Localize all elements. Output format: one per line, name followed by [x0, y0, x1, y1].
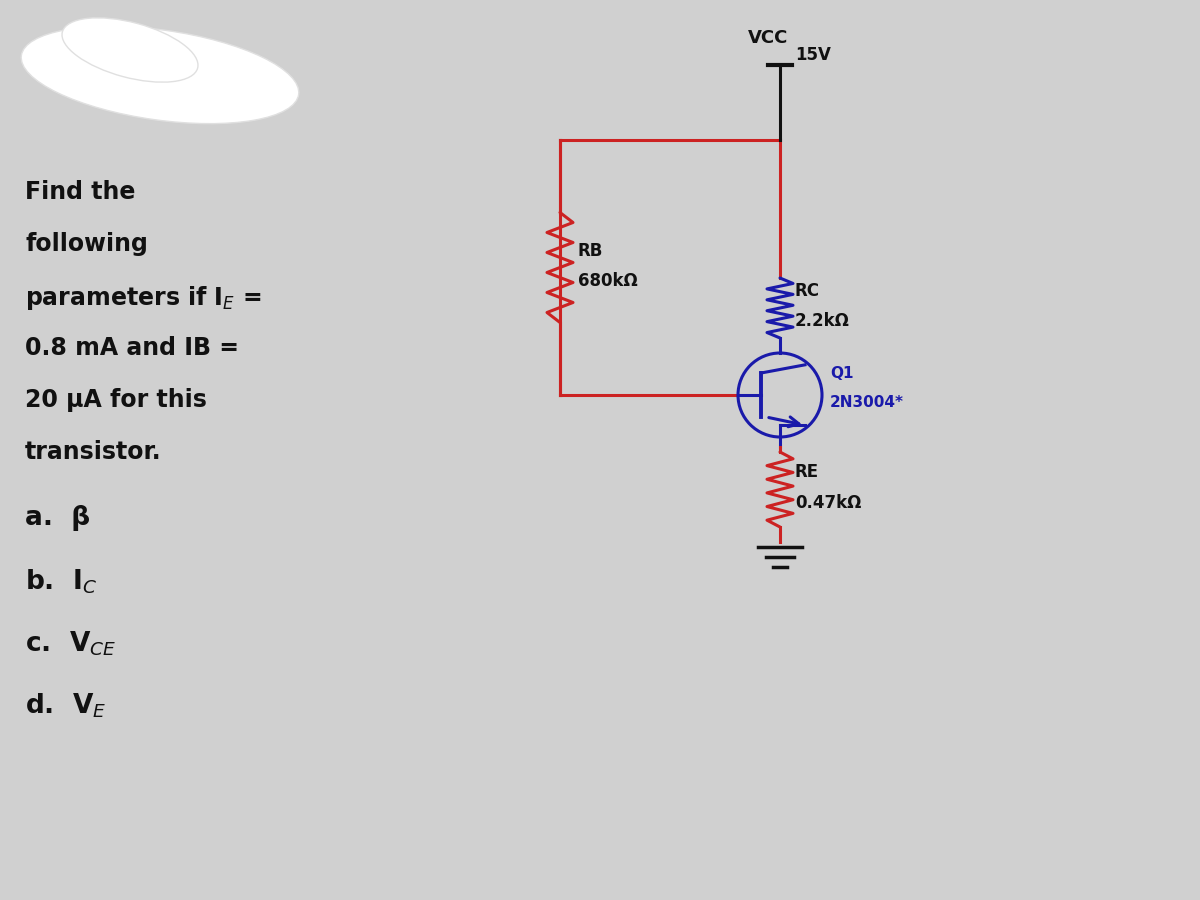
Text: parameters if I$_E$ =: parameters if I$_E$ = — [25, 284, 262, 312]
Text: following: following — [25, 232, 148, 256]
Text: b.  I$_C$: b. I$_C$ — [25, 567, 97, 596]
Text: Find the: Find the — [25, 180, 136, 204]
Text: 0.8 mA and IB =: 0.8 mA and IB = — [25, 336, 239, 360]
Text: d.  V$_E$: d. V$_E$ — [25, 691, 107, 719]
Ellipse shape — [62, 18, 198, 82]
Text: a.  β: a. β — [25, 505, 90, 531]
Text: c.  V$_{CE}$: c. V$_{CE}$ — [25, 629, 116, 658]
Text: RB: RB — [578, 241, 604, 259]
Text: 15V: 15V — [796, 46, 830, 64]
Text: transistor.: transistor. — [25, 440, 162, 464]
Text: 2N3004*: 2N3004* — [830, 395, 904, 410]
Text: RE: RE — [796, 464, 820, 482]
Text: VCC: VCC — [748, 29, 788, 47]
Text: RC: RC — [796, 282, 820, 300]
Text: 2.2kΩ: 2.2kΩ — [796, 312, 850, 330]
Text: 20 μA for this: 20 μA for this — [25, 388, 206, 412]
Text: 680kΩ: 680kΩ — [578, 272, 637, 290]
Text: 0.47kΩ: 0.47kΩ — [796, 493, 862, 511]
Ellipse shape — [22, 26, 299, 123]
Text: Q1: Q1 — [830, 366, 853, 381]
